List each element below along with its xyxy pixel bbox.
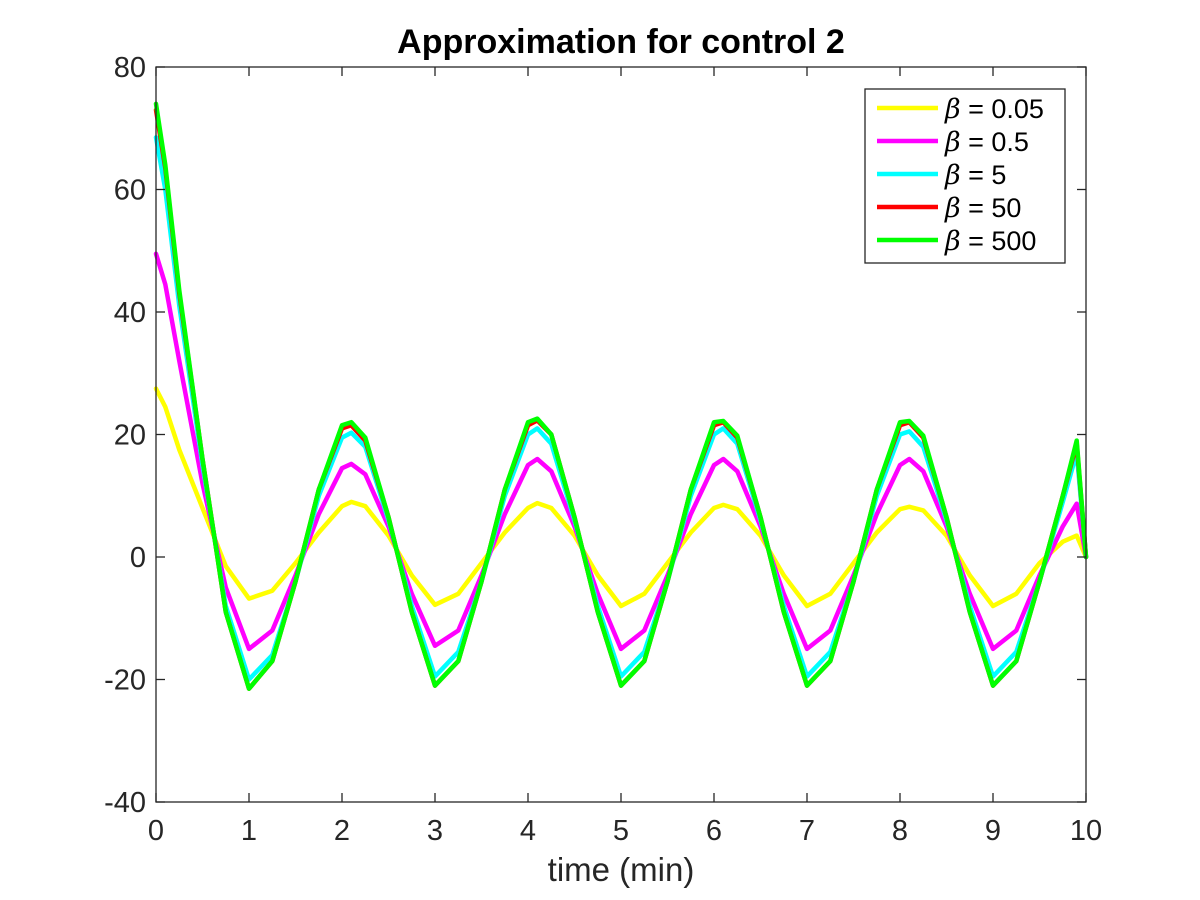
y-tick-label-4: 40 (114, 297, 146, 329)
legend-value: = 0.5 (961, 127, 1029, 157)
legend: β = 0.05β = 0.5β = 5β = 50β = 500 (864, 88, 1066, 264)
series-line-4 (153, 101, 1089, 691)
y-tick-label-6: 80 (114, 52, 146, 84)
y-tick-label-0: -40 (104, 787, 146, 819)
x-tick-label-3: 3 (427, 815, 443, 847)
x-tick-label-2: 2 (334, 815, 350, 847)
legend-beta-symbol: β (944, 160, 961, 191)
legend-label-1: β = 0.5 (944, 127, 1029, 158)
x-tick-label-0: 0 (148, 815, 164, 847)
y-tick-label-3: 20 (114, 420, 146, 452)
x-tick-label-4: 4 (520, 815, 536, 847)
legend-label-4: β = 500 (944, 226, 1036, 257)
axes-layer: 0 1 2 3 4 5 6 7 8 9 10 -40 -20 0 20 40 60 80 (104, 52, 1102, 847)
x-tick-label-10: 10 (1070, 815, 1102, 847)
legend-value: = 500 (961, 226, 1037, 256)
x-tick-label-7: 7 (799, 815, 815, 847)
x-tick-label-5: 5 (613, 815, 629, 847)
series-line-1 (153, 251, 1089, 652)
legend-label-2: β = 5 (944, 160, 1006, 191)
series-layer (153, 101, 1089, 691)
legend-beta-symbol: β (944, 226, 961, 257)
y-tick-label-1: -20 (104, 665, 146, 697)
legend-value: = 50 (961, 193, 1022, 223)
y-tick-label-5: 60 (114, 175, 146, 207)
legend-value: = 0.05 (961, 94, 1044, 124)
x-tick-label-6: 6 (706, 815, 722, 847)
x-tick-label-9: 9 (985, 815, 1001, 847)
legend-label-3: β = 50 (944, 193, 1021, 224)
series-line-0 (153, 386, 1089, 609)
y-tick-label-2: 0 (130, 542, 146, 574)
legend-beta-symbol: β (944, 193, 961, 224)
x-tick-label-8: 8 (892, 815, 908, 847)
x-tick-label-1: 1 (241, 815, 257, 847)
legend-beta-symbol: β (944, 127, 961, 158)
legend-beta-symbol: β (944, 94, 961, 125)
legend-value: = 5 (961, 160, 1007, 190)
x-axis-label: time (min) (548, 851, 695, 888)
legend-label-0: β = 0.05 (944, 94, 1044, 125)
chart-title: Approximation for control 2 (397, 23, 845, 61)
